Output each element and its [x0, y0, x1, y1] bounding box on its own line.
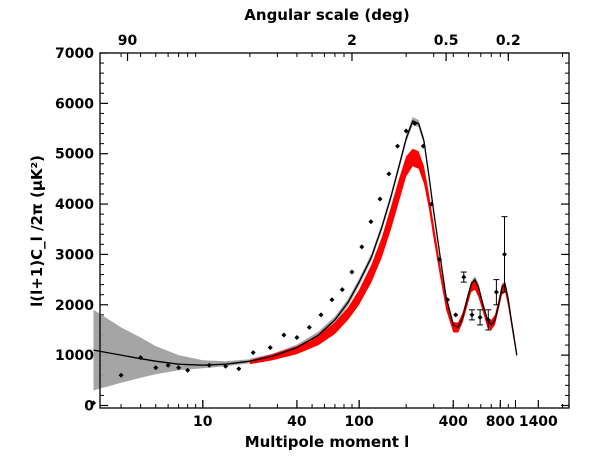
top-axis-ticks: 90 2 0.5 0.2 [118, 33, 564, 61]
data-point [453, 312, 459, 318]
gray-band-low-l [93, 309, 250, 391]
data-point [349, 269, 355, 275]
x-tick-label: 100 [345, 414, 374, 430]
x-tick-label: 10 [193, 414, 213, 430]
data-point [339, 287, 345, 293]
data-point [118, 372, 124, 378]
data-point [461, 274, 467, 280]
y-tick-label: 7000 [55, 46, 94, 62]
data-point [206, 362, 212, 368]
data-point [485, 317, 491, 323]
data-point [250, 350, 256, 356]
x-tick-label: 800 [486, 414, 515, 430]
y-axis-title: l(l+1)C_l /2π (μK²) [28, 155, 46, 307]
data-point [359, 244, 365, 250]
y-tick-label: 2000 [55, 298, 94, 314]
data-point [477, 314, 483, 320]
data-point [493, 289, 499, 295]
data-point [420, 143, 426, 149]
data-point [437, 256, 443, 262]
top-tick-label: 0.5 [434, 33, 459, 49]
data-point [403, 128, 409, 134]
data-point [294, 335, 300, 341]
top-tick-label: 90 [118, 33, 138, 49]
x-tick-label: 400 [439, 414, 468, 430]
data-point [386, 171, 392, 177]
data-point [185, 367, 191, 373]
top-tick-label: 2 [347, 33, 357, 49]
y-tick-label: 5000 [55, 147, 94, 163]
y-tick-label: 4000 [55, 197, 94, 213]
data-point [318, 312, 324, 318]
data-point [236, 366, 242, 372]
plot-frame [99, 52, 570, 409]
x-axis-ticks: 10 40 100 400 800 1400 [120, 400, 564, 430]
data-point [138, 355, 144, 361]
data-point [176, 365, 182, 371]
data-point [306, 324, 312, 330]
data-point [91, 400, 97, 406]
data-point [165, 362, 171, 368]
top-tick-label: 0.2 [496, 33, 521, 49]
y-tick-label: 6000 [55, 96, 94, 112]
data-point [412, 120, 418, 126]
y-tick-label: 3000 [55, 247, 94, 263]
data-point [223, 363, 229, 369]
x-tick-label: 40 [287, 414, 307, 430]
plot-area [91, 117, 518, 406]
x-tick-label: 1400 [519, 414, 558, 430]
data-point [368, 219, 374, 225]
data-point [377, 196, 383, 202]
data-point [267, 345, 273, 351]
x-axis-title: Multipole moment l [245, 433, 410, 451]
best-fit-curve [93, 120, 518, 366]
data-point [153, 365, 159, 371]
data-point [502, 251, 508, 257]
red-band [249, 148, 517, 365]
data-point [469, 312, 475, 318]
y-axis-ticks: 0 1000 2000 3000 4000 5000 6000 7000 [55, 46, 569, 414]
y-tick-label: 1000 [55, 348, 94, 364]
data-point [329, 297, 335, 303]
top-axis-title: Angular scale (deg) [244, 6, 409, 24]
y-tick-label: 0 [84, 398, 94, 414]
data-point [445, 297, 451, 303]
data-point [281, 332, 287, 338]
data-point [395, 143, 401, 149]
data-point [428, 201, 434, 207]
